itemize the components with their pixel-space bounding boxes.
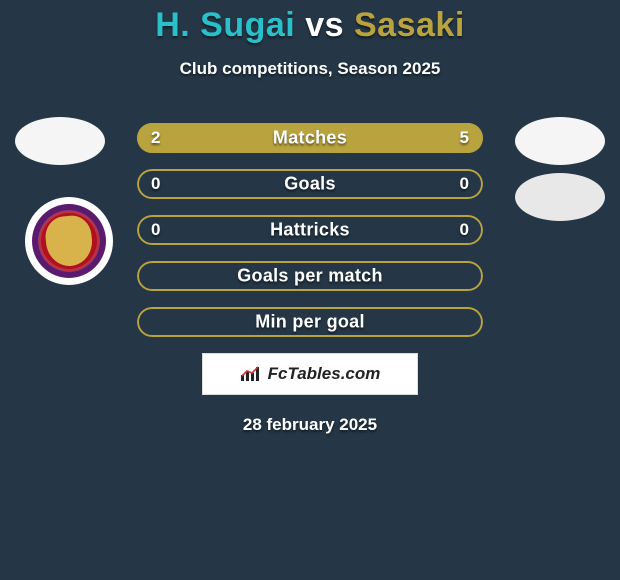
stat-row: 25Matches bbox=[137, 123, 483, 153]
subtitle: Club competitions, Season 2025 bbox=[0, 59, 620, 79]
title-player1: H. Sugai bbox=[155, 6, 295, 44]
stat-row: 00Hattricks bbox=[137, 215, 483, 245]
title-player2: Sasaki bbox=[354, 6, 465, 44]
bars-icon bbox=[240, 365, 262, 383]
comparison-panel: 25Matches 00Goals 00Hattricks Goals per mat… bbox=[0, 123, 620, 435]
date-label: 28 february 2025 bbox=[0, 415, 620, 435]
stat-label: Goals per match bbox=[137, 266, 483, 287]
player2-avatar-secondary bbox=[515, 173, 605, 221]
stat-label: Min per goal bbox=[137, 312, 483, 333]
stat-row: Goals per match bbox=[137, 261, 483, 291]
player1-avatar bbox=[15, 117, 105, 165]
stat-bars: 25Matches 00Goals 00Hattricks Goals per mat… bbox=[137, 123, 483, 337]
brand-text: FcTables.com bbox=[268, 364, 381, 384]
stat-label: Hattricks bbox=[137, 220, 483, 241]
page-title: H. Sugai vs Sasaki bbox=[0, 0, 620, 45]
player1-club-badge bbox=[25, 197, 113, 285]
stat-row: Min per goal bbox=[137, 307, 483, 337]
stat-row: 00Goals bbox=[137, 169, 483, 199]
club-crest-icon bbox=[32, 204, 106, 278]
title-vs: vs bbox=[305, 6, 344, 44]
stat-label: Goals bbox=[137, 174, 483, 195]
stat-label: Matches bbox=[137, 128, 483, 149]
brand-badge: FcTables.com bbox=[202, 353, 418, 395]
player2-avatar bbox=[515, 117, 605, 165]
